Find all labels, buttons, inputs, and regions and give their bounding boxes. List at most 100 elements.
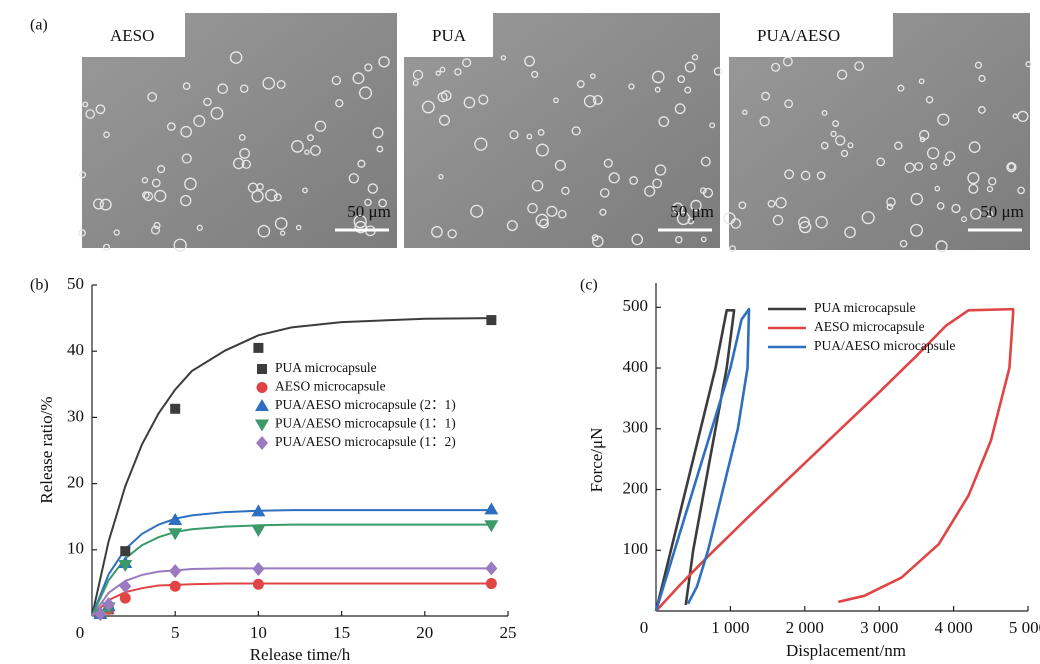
particle	[241, 159, 252, 169]
series-line	[655, 307, 1015, 612]
y-tick-label: 400	[623, 357, 649, 376]
particle	[815, 215, 828, 229]
x-tick-label: 20	[416, 623, 433, 642]
particle	[531, 179, 544, 192]
marker	[251, 524, 266, 537]
particle	[265, 189, 278, 202]
particle	[897, 84, 905, 92]
particle	[274, 217, 288, 230]
y-tick-label: 100	[623, 539, 649, 558]
particle	[729, 245, 736, 253]
x-tick-label: 0	[76, 623, 85, 642]
particle	[348, 173, 360, 184]
y-axis-label: Force/μN	[587, 428, 606, 493]
chart: (c) 0 1 000 2 000 3 000 4 000 5 000 100 200 300 40…	[580, 277, 1040, 660]
particle	[986, 185, 994, 193]
particle	[193, 115, 206, 128]
marker	[485, 561, 498, 576]
particle	[262, 76, 276, 90]
x-tick-label: 1 000	[711, 618, 749, 637]
marker	[120, 546, 131, 557]
particle	[654, 86, 661, 93]
fit-line	[91, 567, 492, 617]
particle	[629, 176, 638, 185]
particle	[782, 56, 793, 67]
particle	[438, 114, 450, 126]
particle	[539, 218, 549, 229]
charts: (b) 0 5 10 15 20 25 10 20 30 40 50 Release time/h Rel…	[30, 274, 1040, 664]
particle	[654, 164, 667, 176]
label-box	[404, 13, 493, 57]
particle	[592, 94, 603, 105]
marker	[169, 580, 181, 592]
particle	[335, 99, 344, 108]
marker	[168, 513, 183, 526]
particle	[1025, 61, 1032, 68]
particle	[800, 170, 811, 181]
particle	[354, 220, 367, 234]
particle	[85, 109, 96, 119]
particle	[364, 198, 372, 207]
particle	[899, 239, 908, 248]
particle	[904, 162, 915, 173]
particle	[273, 193, 282, 202]
particle	[927, 147, 940, 160]
particle	[978, 74, 986, 83]
particle	[447, 229, 457, 239]
particle	[886, 203, 894, 211]
particle	[367, 183, 379, 194]
particle	[968, 183, 979, 194]
particle	[592, 235, 604, 248]
particle	[184, 177, 197, 191]
particle	[378, 198, 387, 208]
image-title: PUA/AESO	[757, 26, 840, 45]
particle	[919, 129, 930, 141]
marker	[251, 504, 266, 517]
image-title: PUA	[432, 26, 467, 45]
particle	[358, 86, 373, 100]
particle	[775, 197, 787, 209]
y-axis-label: Release ratio/%	[37, 396, 56, 503]
particle	[684, 61, 696, 73]
particle	[180, 194, 192, 207]
particle	[182, 82, 191, 90]
particle	[702, 187, 714, 198]
marker	[168, 528, 183, 541]
particle	[723, 212, 736, 225]
particle	[217, 83, 229, 95]
panel-label: (b)	[30, 277, 49, 294]
particle	[154, 189, 167, 203]
marker	[486, 315, 497, 326]
marker	[119, 579, 132, 594]
particle	[78, 229, 86, 237]
particle	[535, 213, 549, 227]
particle	[767, 199, 776, 208]
particle	[474, 137, 488, 151]
particle	[968, 141, 981, 153]
particle	[180, 125, 192, 138]
particle	[978, 106, 986, 114]
particle	[970, 208, 982, 220]
particle	[784, 99, 794, 109]
particle	[166, 122, 176, 131]
particle	[463, 96, 476, 109]
particle	[772, 214, 784, 226]
particle	[462, 58, 472, 68]
y-tick-label: 20	[67, 473, 84, 492]
marker	[485, 578, 497, 590]
x-axis-label: Displacement/nm	[786, 641, 906, 660]
particle	[930, 162, 938, 170]
particle	[142, 191, 150, 199]
x-tick-label: 0	[640, 618, 649, 637]
particle	[974, 61, 983, 69]
particle	[761, 91, 770, 101]
x-tick-label: 5	[171, 623, 180, 642]
particle	[691, 54, 699, 61]
scale-bar-label: 50 μm	[347, 202, 391, 221]
x-axis-label: Release time/h	[250, 645, 351, 664]
particle	[421, 100, 435, 114]
particle	[276, 80, 286, 90]
y-tick-label: 300	[623, 418, 649, 437]
particle	[553, 97, 559, 104]
particle	[554, 159, 566, 171]
